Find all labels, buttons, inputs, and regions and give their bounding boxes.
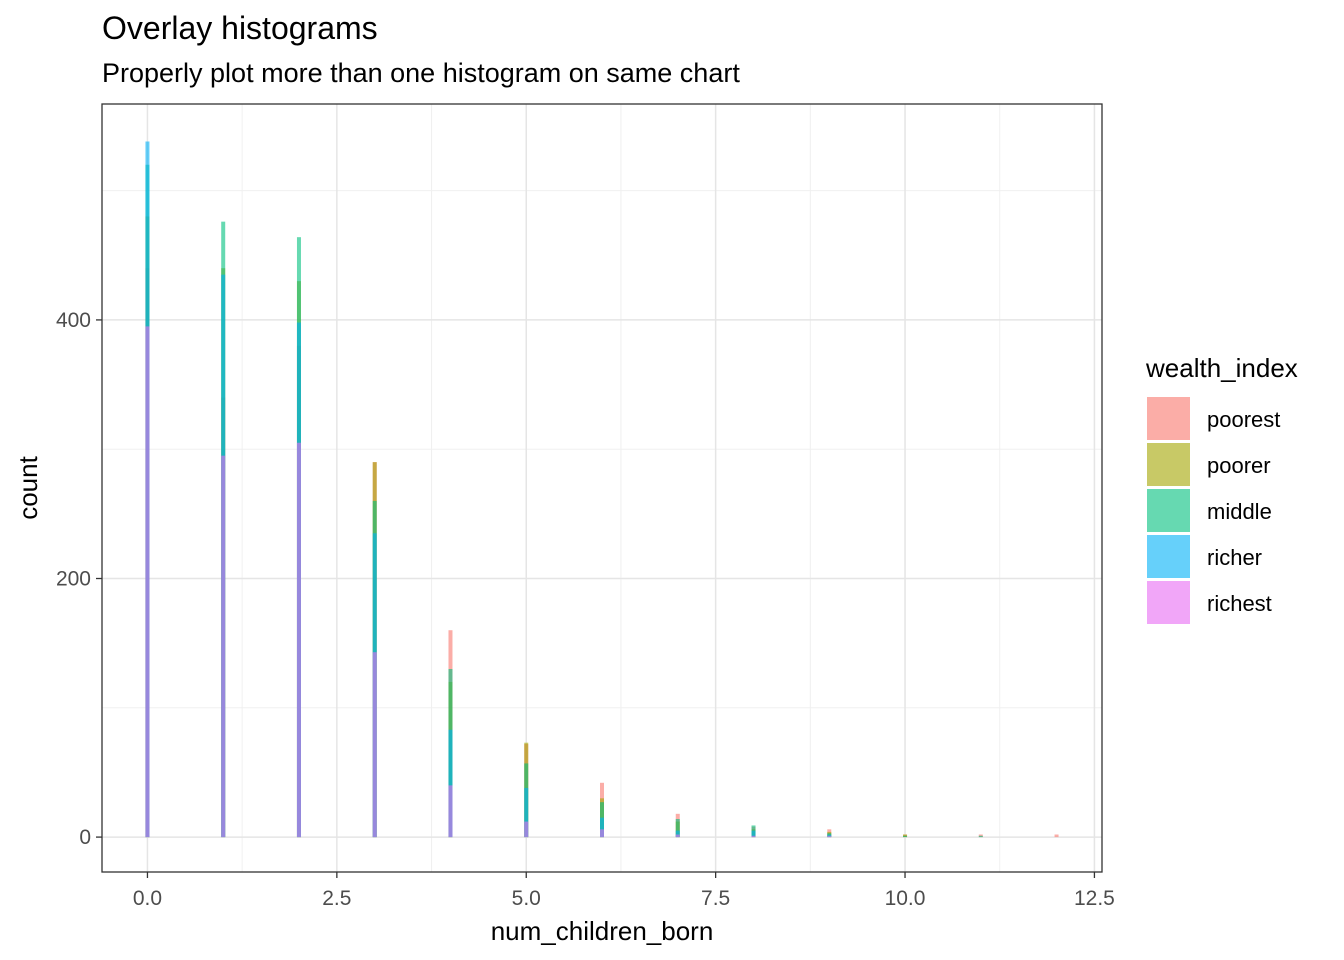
- legend-key-poorest: [1147, 397, 1190, 440]
- major-gridlines: [102, 104, 1102, 872]
- legend-key-middle: [1147, 489, 1190, 532]
- histogram-bars: [145, 141, 1059, 838]
- legend-title: wealth_index: [1145, 353, 1298, 383]
- legend-label-richer: richer: [1207, 545, 1262, 570]
- legend-key-richer: [1147, 535, 1190, 578]
- chart-title: Overlay histograms: [102, 10, 378, 46]
- bar-richest: [524, 821, 529, 838]
- bar-middle: [978, 835, 983, 838]
- bar-richest: [675, 834, 680, 838]
- x-axis-title: num_children_born: [491, 916, 714, 946]
- legend-key-poorer: [1147, 443, 1190, 486]
- bar-richest: [448, 785, 453, 838]
- bar-poorest: [1054, 834, 1059, 838]
- x-tick-label: 7.5: [701, 887, 730, 910]
- legend-label-richest: richest: [1207, 591, 1272, 616]
- bar-richer: [675, 830, 680, 838]
- x-tick-label: 5.0: [512, 887, 541, 910]
- bar-richest: [372, 652, 377, 838]
- legend: wealth_index poorest poorer middle richer ri…: [1145, 353, 1298, 624]
- x-tick-label: 12.5: [1074, 887, 1115, 910]
- y-axis-title: count: [13, 455, 43, 519]
- bar-richer: [448, 729, 453, 838]
- bar-richest: [751, 835, 756, 838]
- series-richer: [145, 141, 832, 838]
- x-tick-label: 10.0: [885, 887, 926, 910]
- legend-key-richest: [1147, 581, 1190, 624]
- x-tick-label: 2.5: [322, 887, 351, 910]
- plot-panel-border: [101, 103, 1103, 873]
- bar-richer: [751, 830, 756, 838]
- bar-richest: [296, 442, 301, 838]
- x-axis: 0.0 2.5 5.0 7.5 10.0 12.5: [133, 872, 1115, 910]
- bar-richest: [600, 829, 604, 838]
- y-tick-label: 0: [79, 826, 91, 849]
- minor-gridlines: [102, 104, 1102, 872]
- series-middle: [145, 164, 983, 838]
- legend-label-poorest: poorest: [1207, 407, 1280, 432]
- legend-label-poorer: poorer: [1207, 453, 1271, 478]
- bar-richer: [524, 787, 529, 838]
- y-axis: 0 200 400: [56, 309, 102, 849]
- series-richest: [145, 326, 832, 838]
- chart-subtitle: Properly plot more than one histogram on…: [102, 58, 740, 88]
- legend-label-middle: middle: [1207, 499, 1272, 524]
- bar-richest: [827, 835, 832, 838]
- bar-richest: [145, 326, 150, 838]
- bar-richest: [221, 455, 226, 838]
- y-tick-label: 400: [56, 309, 91, 332]
- series-poorest: [145, 268, 1059, 838]
- bar-richer: [600, 817, 604, 838]
- bar-middle: [675, 818, 680, 838]
- bar-middle: [903, 835, 908, 838]
- x-tick-label: 0.0: [133, 887, 162, 910]
- y-tick-label: 200: [56, 568, 91, 591]
